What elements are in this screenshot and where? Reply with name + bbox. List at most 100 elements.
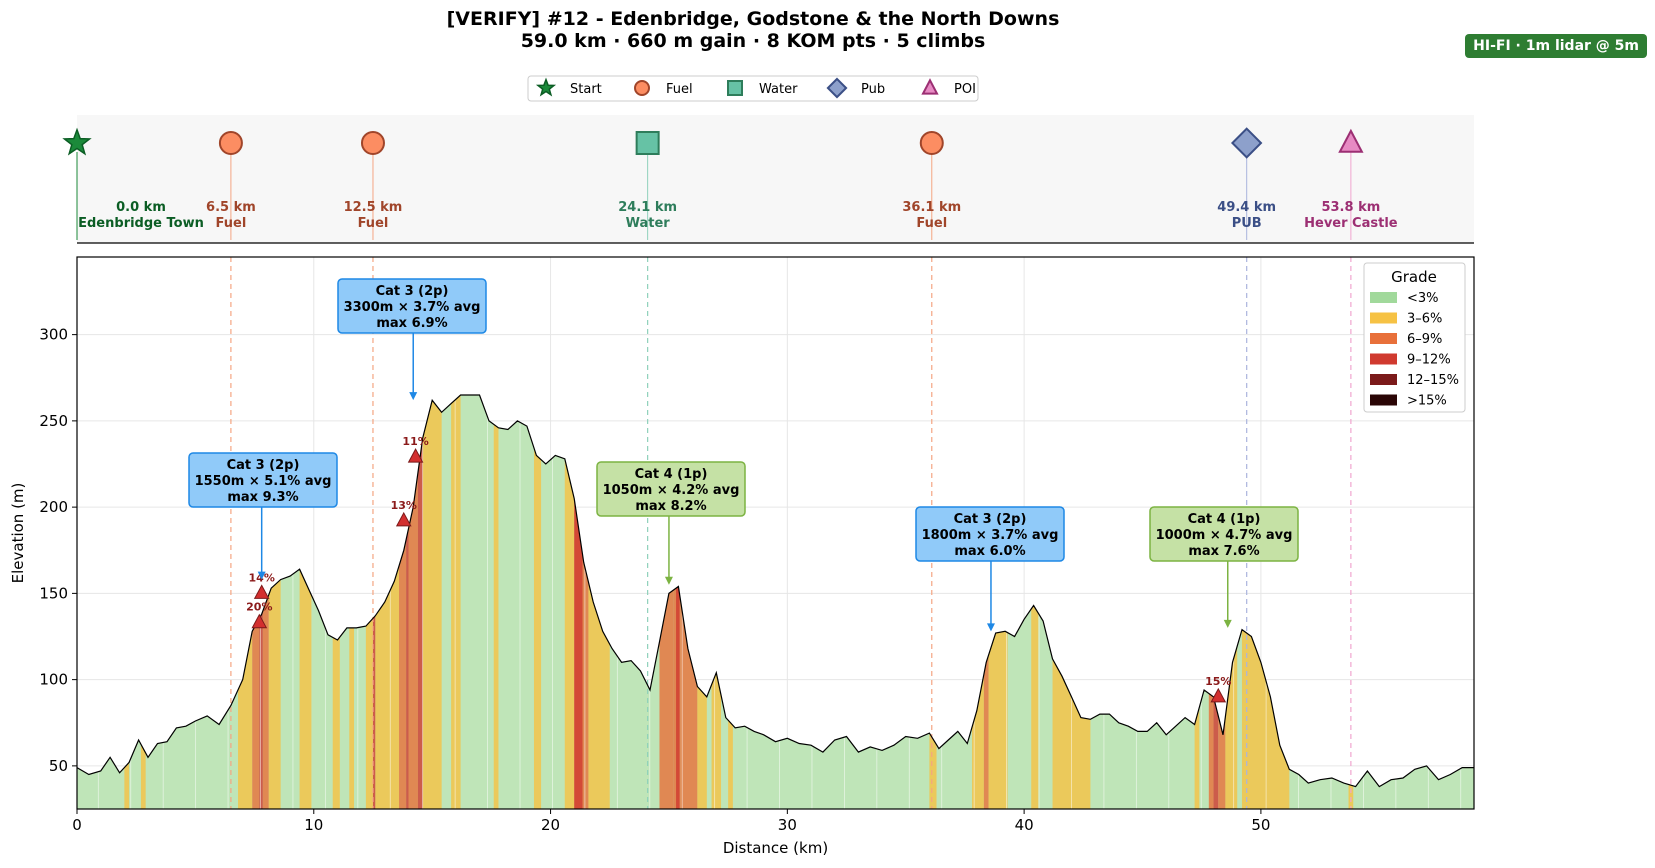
axes: 0 10 20 30 40 50 50 100 150 200 250 300 Distance (km…	[9, 256, 1475, 857]
legend-fuel-label: Fuel	[666, 82, 693, 97]
climb-arrowhead	[986, 623, 995, 632]
steep-warning-icon	[251, 613, 268, 629]
x-tick-label: 20	[541, 816, 560, 834]
waypoint-triangle-icon	[1338, 128, 1364, 153]
grade-legend-label: 3–6%	[1407, 312, 1442, 327]
waypoint-circle-icon	[218, 131, 243, 155]
grade-legend-label: >15%	[1407, 394, 1447, 409]
grade-band	[533, 395, 542, 809]
legend-poi-label: POI	[954, 82, 976, 97]
grade-swatch	[1370, 292, 1397, 303]
climb-arrowhead	[257, 571, 266, 580]
grade-swatch	[1370, 353, 1397, 365]
grade-swatch	[1370, 333, 1397, 344]
y-tick-label: 250	[39, 412, 68, 430]
grade-band	[564, 395, 575, 809]
waypoint-km-label: 24.1 km	[618, 200, 677, 215]
steep-warning-icon	[1210, 687, 1227, 703]
waypoint-name-label: Hever Castle	[1304, 216, 1398, 231]
grade-legend-label: 9–12%	[1407, 353, 1451, 368]
grade-band	[493, 395, 499, 809]
waypoint-name-label: Water	[626, 216, 671, 231]
grade-legend: Grade <3% 3–6% 6–9% 9–12% 12–15% >15%	[1363, 262, 1466, 413]
waypoint-square-icon	[635, 131, 660, 155]
climb-arrowhead	[664, 576, 673, 585]
grade-band	[299, 395, 312, 809]
grade-legend-label: 12–15%	[1407, 373, 1459, 388]
climb-category: Cat 3 (2p)	[227, 458, 300, 473]
climb-length-grade: 1000m × 4.7% avg	[1156, 528, 1293, 543]
legend-water-icon	[727, 80, 743, 96]
plot-frame	[76, 256, 1475, 810]
y-tick-label: 150	[39, 584, 68, 602]
climb-max-grade: max 8.2%	[635, 499, 706, 514]
y-tick-label: 100	[39, 671, 68, 689]
legend-fuel-icon	[634, 80, 650, 96]
grade-band	[417, 395, 423, 809]
climb-category: Cat 3 (2p)	[954, 512, 1027, 527]
climb-box	[915, 506, 1065, 562]
climb-max-grade: max 6.0%	[954, 544, 1025, 559]
grade-legend-title: Grade	[1391, 268, 1437, 286]
legend-pub-label: Pub	[861, 82, 885, 97]
x-tick-label: 40	[1015, 816, 1034, 834]
waypoint-diamond-icon	[1230, 127, 1263, 159]
x-axis-label: Distance (km)	[723, 839, 828, 857]
steep-grade-label: 20%	[246, 601, 272, 614]
steep-grade-label: 15%	[1205, 675, 1231, 688]
steep-warning-icon	[253, 584, 270, 599]
waypoint-name-label: Edenbridge Town	[78, 216, 204, 231]
climb-max-grade: max 7.6%	[1188, 544, 1259, 559]
lidar-badge: HI-FI · 1m lidar @ 5m	[1465, 34, 1647, 58]
climb-length-grade: 1050m × 4.2% avg	[603, 483, 740, 498]
waypoint-km-label: 36.1 km	[902, 200, 961, 215]
x-tick-label: 30	[778, 816, 797, 834]
x-tick-label: 10	[304, 816, 323, 834]
climb-box	[188, 452, 338, 508]
y-tick-label: 200	[39, 498, 68, 516]
grade-band	[451, 395, 461, 809]
waypoint-circle-icon	[360, 131, 385, 155]
waypoint-km-label: 12.5 km	[344, 200, 403, 215]
grade-band	[399, 395, 407, 809]
grade-legend-label: 6–9%	[1407, 332, 1442, 347]
legend-start-icon	[535, 77, 557, 97]
grade-band	[406, 395, 409, 809]
steep-warning-icon	[407, 448, 424, 463]
grade-band	[268, 395, 281, 809]
climb-box	[1149, 506, 1299, 562]
steep-grade-label: 13%	[391, 499, 417, 512]
grade-swatch	[1370, 312, 1397, 324]
marker-legend: Start Fuel Water Pub POI	[527, 75, 979, 102]
grade-band	[676, 395, 680, 809]
chart-title: [VERIFY] #12 - Edenbridge, Godstone & th…	[446, 8, 1060, 30]
profile-line	[76, 394, 1474, 788]
climb-max-grade: max 9.3%	[227, 490, 298, 505]
waypoint-name-label: Fuel	[916, 216, 947, 231]
climb-length-grade: 1800m × 3.7% avg	[922, 528, 1059, 543]
waypoint-strip-bg	[77, 115, 1474, 243]
legend-pub-icon	[826, 77, 848, 99]
climb-length-grade: 3300m × 3.7% avg	[344, 300, 481, 315]
climb-max-grade: max 6.9%	[376, 316, 447, 331]
steep-warning-icon	[395, 511, 412, 527]
y-tick-label: 50	[49, 757, 68, 775]
waypoint-name-label: Fuel	[358, 216, 389, 231]
waypoint-name-label: Fuel	[216, 216, 247, 231]
waypoint-km-label: 6.5 km	[206, 200, 256, 215]
waypoint-km-label: 49.4 km	[1217, 200, 1276, 215]
y-axis-label: Elevation (m)	[9, 483, 27, 584]
x-tick-label: 50	[1251, 816, 1270, 834]
climb-box	[596, 461, 746, 517]
climb-arrowhead	[409, 392, 418, 401]
waypoint-name-label: PUB	[1232, 216, 1262, 231]
legend-poi-icon	[921, 78, 939, 95]
waypoint-star-icon	[62, 127, 92, 156]
grade-band	[574, 395, 583, 809]
climb-box	[337, 278, 487, 334]
grade-band	[408, 395, 418, 809]
waypoint-circle-icon	[919, 131, 944, 155]
